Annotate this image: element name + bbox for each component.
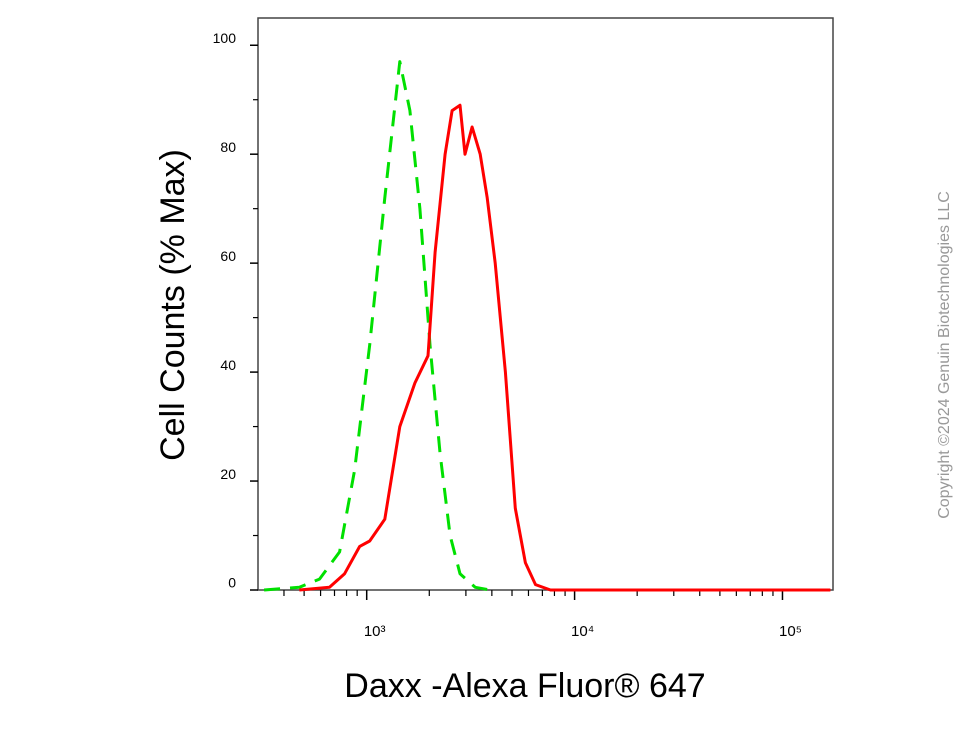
copyright: Copyright ©2024 Genuin Biotechnologies L… [936, 191, 953, 519]
y-tick-label: 20 [220, 466, 236, 482]
x-axis-label: Daxx -Alexa Fluor® 647 [344, 667, 705, 705]
y-tick-label: 0 [228, 575, 236, 591]
x-tick-label: 10³ [364, 623, 386, 640]
y-axis-label: Cell Counts (% Max) [154, 149, 192, 461]
series-line [299, 103, 831, 592]
x-tick-label: 10⁵ [779, 623, 802, 640]
y-tick-label: 60 [220, 248, 236, 264]
y-tick-label: 40 [220, 357, 236, 373]
series-line [263, 60, 491, 592]
y-tick-label: 100 [213, 30, 237, 46]
y-tick-label: 80 [220, 139, 236, 155]
x-tick-label: 10⁴ [571, 623, 594, 640]
plot-frame [257, 17, 834, 591]
